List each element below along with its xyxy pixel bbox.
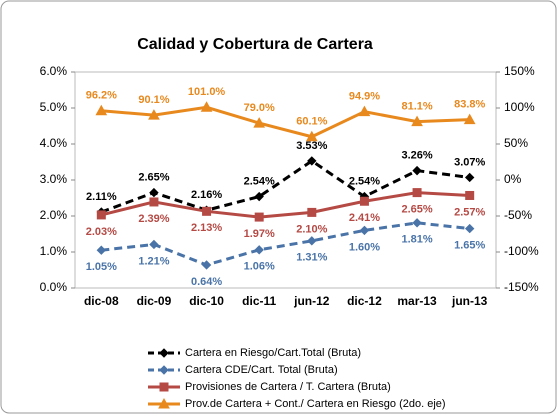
x-tick-label: dic-11 bbox=[242, 294, 276, 308]
y-tick-label: 4.0% bbox=[40, 136, 68, 150]
data-point bbox=[463, 113, 476, 125]
data-point bbox=[96, 210, 106, 220]
value-label: 60.1% bbox=[296, 116, 327, 128]
value-label: 1.60% bbox=[349, 241, 380, 253]
value-label: 1.21% bbox=[138, 255, 169, 267]
data-point bbox=[254, 191, 264, 202]
y-tick-label: 5.0% bbox=[40, 100, 68, 114]
value-label: 2.65% bbox=[401, 204, 432, 216]
data-point bbox=[359, 225, 370, 236]
data-point bbox=[359, 196, 369, 206]
data-point bbox=[149, 187, 159, 198]
value-label: 2.39% bbox=[138, 213, 169, 225]
value-label: 1.31% bbox=[296, 252, 327, 264]
x-tick-label: mar-13 bbox=[397, 294, 437, 308]
y2-tick-label: -50% bbox=[504, 208, 532, 222]
y2-tick-label: -150% bbox=[504, 280, 539, 294]
value-label: 2.41% bbox=[349, 212, 380, 224]
legend-label: Cartera CDE/Cart. Total (Bruta) bbox=[185, 364, 338, 376]
data-point bbox=[411, 115, 423, 127]
legend-label: Prov.de Cartera + Cont./ Cartera en Ries… bbox=[185, 398, 446, 410]
data-point bbox=[465, 190, 475, 200]
value-label: 1.06% bbox=[244, 261, 275, 273]
data-point bbox=[95, 104, 108, 116]
value-label: 79.0% bbox=[244, 102, 275, 114]
data-point bbox=[412, 188, 422, 198]
x-tick-label: jun-13 bbox=[451, 294, 488, 308]
data-point bbox=[358, 105, 371, 117]
y2-tick-label: -100% bbox=[504, 244, 539, 258]
chart-title: Calidad y Cobertura de Cartera bbox=[137, 36, 373, 53]
value-label: 1.81% bbox=[401, 234, 432, 246]
series-line bbox=[101, 221, 470, 267]
y-tick-label: 1.0% bbox=[40, 244, 68, 258]
data-point bbox=[305, 130, 318, 142]
data-point bbox=[253, 117, 266, 128]
y-tick-label: 0.0% bbox=[40, 280, 68, 294]
data-point bbox=[412, 165, 422, 176]
x-tick-label: jun-12 bbox=[293, 294, 330, 308]
legend-marker bbox=[159, 365, 169, 375]
data-point bbox=[412, 218, 422, 228]
data-point bbox=[307, 236, 317, 246]
value-label: 2.54% bbox=[349, 175, 380, 187]
value-label: 3.53% bbox=[296, 140, 327, 152]
value-label: 0.64% bbox=[191, 276, 222, 288]
series-line bbox=[100, 159, 470, 214]
y2-tick-label: 0% bbox=[504, 172, 522, 186]
data-point bbox=[464, 172, 475, 183]
legend-marker bbox=[159, 382, 169, 392]
data-point bbox=[200, 101, 213, 112]
value-label: 2.65% bbox=[138, 172, 169, 184]
y2-tick-label: 100% bbox=[504, 100, 535, 114]
value-label: 2.13% bbox=[191, 222, 222, 234]
series-line bbox=[100, 191, 470, 219]
value-label: 2.10% bbox=[296, 223, 327, 235]
value-label: 2.16% bbox=[191, 189, 222, 201]
series-line bbox=[101, 105, 470, 139]
value-label: 2.54% bbox=[244, 175, 275, 187]
y-tick-label: 3.0% bbox=[40, 172, 68, 186]
x-tick-label: dic-10 bbox=[189, 294, 224, 308]
data-point bbox=[201, 260, 212, 270]
legend-marker bbox=[158, 397, 170, 409]
legend-label: Provisiones de Cartera / T. Cartera (Bru… bbox=[185, 381, 391, 393]
value-label: 3.07% bbox=[454, 156, 485, 168]
x-tick-label: dic-08 bbox=[84, 294, 119, 308]
value-label: 2.03% bbox=[86, 226, 117, 238]
value-label: 2.57% bbox=[454, 206, 485, 218]
data-point bbox=[149, 197, 159, 207]
value-label: 81.1% bbox=[401, 101, 432, 113]
y-tick-label: 2.0% bbox=[40, 208, 68, 222]
value-label: 96.2% bbox=[86, 90, 117, 102]
value-label: 1.65% bbox=[454, 240, 485, 252]
value-label: 2.11% bbox=[86, 191, 117, 203]
value-label: 101.0% bbox=[188, 86, 226, 98]
data-point bbox=[96, 245, 107, 255]
value-label: 94.9% bbox=[349, 91, 380, 103]
value-label: 1.05% bbox=[86, 261, 117, 273]
value-label: 90.1% bbox=[138, 94, 169, 106]
y2-tick-label: 50% bbox=[504, 136, 528, 150]
x-tick-label: dic-09 bbox=[137, 294, 172, 308]
y-tick-label: 6.0% bbox=[40, 64, 68, 78]
data-point bbox=[307, 156, 317, 166]
data-point bbox=[202, 206, 212, 216]
y2-tick-label: 150% bbox=[504, 64, 535, 78]
value-label: 3.26% bbox=[401, 150, 432, 162]
legend-label: Cartera en Riesgo/Cart.Total (Bruta) bbox=[185, 347, 361, 359]
data-point bbox=[149, 239, 159, 250]
data-point bbox=[254, 245, 264, 255]
value-label: 1.97% bbox=[244, 228, 275, 240]
data-point bbox=[307, 207, 317, 217]
data-point bbox=[254, 212, 264, 222]
x-tick-label: dic-12 bbox=[347, 294, 382, 308]
data-point bbox=[148, 109, 160, 120]
data-point bbox=[464, 223, 475, 234]
legend-marker bbox=[159, 348, 169, 358]
value-label: 83.8% bbox=[454, 99, 485, 111]
